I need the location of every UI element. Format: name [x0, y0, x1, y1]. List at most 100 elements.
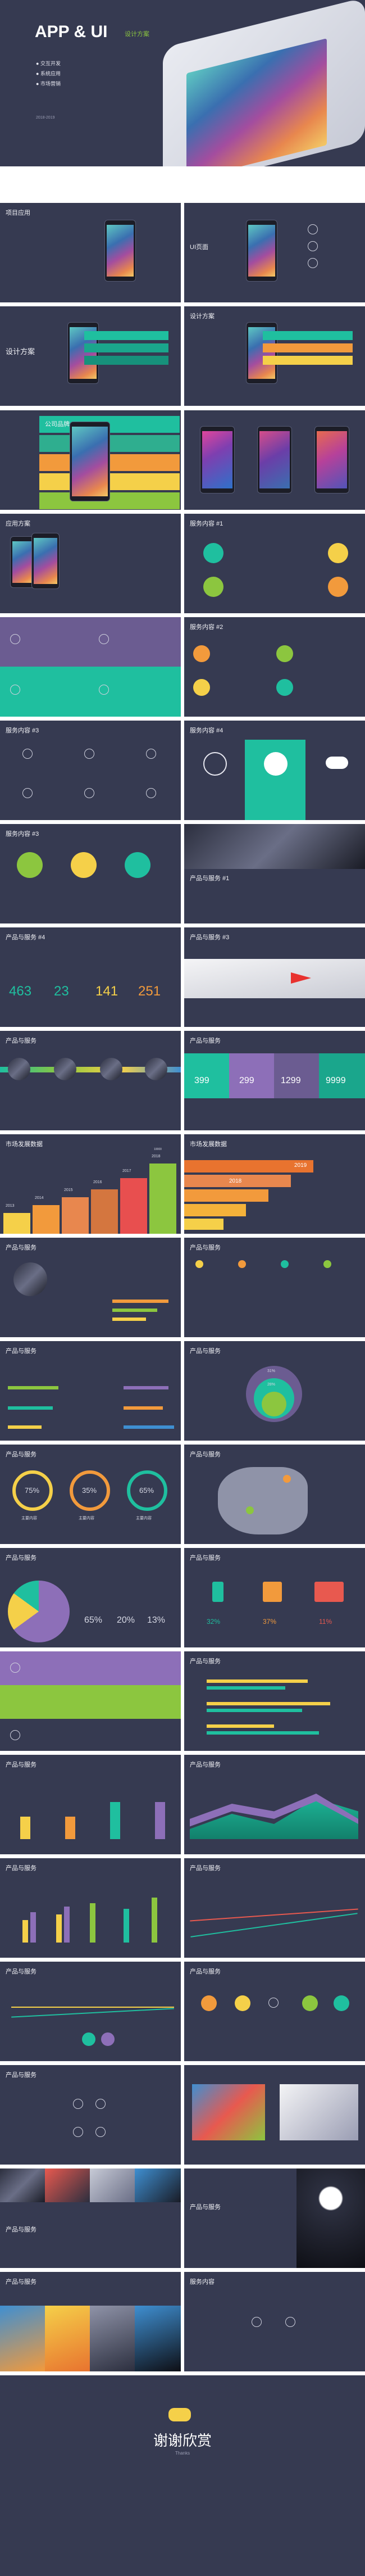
- shield-icon: [10, 634, 20, 644]
- slide-title: 服务内容 #1: [190, 520, 223, 527]
- slide-title: 产品与服务: [190, 1658, 221, 1665]
- column: [20, 1817, 30, 1839]
- slide-title: 产品与服务: [190, 2204, 221, 2211]
- slide-title: 产品与服务: [6, 1555, 36, 1561]
- map-shape: [218, 1467, 308, 1534]
- ring-caption: 主要内容: [136, 1516, 152, 1520]
- lifebuoy-icon: [95, 2099, 106, 2109]
- slide-product-icons-row: 产品与服务: [184, 1962, 365, 2061]
- stair-bar: [120, 1178, 147, 1234]
- slide-title: 公司品牌: [45, 421, 70, 428]
- slide-product-3: 产品与服务 #3: [184, 927, 365, 1027]
- slide-title: 应用方案: [6, 520, 30, 527]
- slide-title: 产品与服务: [6, 1762, 36, 1768]
- slide-product-pricing: 产品与服务 399 299 1299 9999: [184, 1031, 365, 1130]
- cover-title: APP & UI: [35, 22, 108, 41]
- legend-dot: [82, 2032, 95, 2046]
- fingerprint-icon: [95, 2127, 106, 2137]
- line-series: [190, 1913, 358, 1937]
- target-icon: [285, 2317, 295, 2327]
- stair-bar: [149, 1163, 176, 1234]
- slide-design-plan: 设计方案: [0, 306, 181, 406]
- gallery-photo: [90, 2168, 135, 2202]
- target-icon: [264, 752, 288, 776]
- slide-ui-page: UI页面: [184, 203, 365, 302]
- slide-phones-trio: [184, 410, 365, 510]
- price-card: [274, 1053, 319, 1098]
- slide-product-bands: [0, 1651, 181, 1751]
- slide-title: 服务内容 #2: [190, 624, 223, 631]
- slide-product-stacked: 产品与服务: [0, 1858, 181, 1958]
- ring-chart: [127, 1470, 167, 1511]
- gear-icon: [308, 224, 318, 234]
- cover-phone-screen: [186, 38, 327, 166]
- slide-product-photo-row: 产品与服务: [0, 2272, 181, 2371]
- avatar: [145, 1058, 167, 1080]
- puzzle-photo: [192, 2084, 265, 2140]
- year-label: 2018: [229, 1178, 242, 1184]
- purple-panel: [0, 1651, 181, 1685]
- slide-product-devices: 产品与服务 32% 37% 11%: [184, 1548, 365, 1647]
- line-series: [190, 1908, 358, 1922]
- gallery-photo: [135, 2168, 181, 2202]
- bubble: [262, 1392, 286, 1416]
- column: [22, 1920, 28, 1943]
- shield-icon: [73, 2099, 83, 2109]
- stair-bar: [184, 1160, 313, 1172]
- pie-chart: [8, 1581, 70, 1642]
- stair-bar: [184, 1175, 291, 1187]
- slide-title: 产品与服务: [190, 1762, 221, 1768]
- stat-number: 463: [9, 984, 32, 999]
- line-series: [11, 2008, 174, 2018]
- price-card: [184, 1053, 229, 1098]
- slide-product-bars: 产品与服务: [0, 1341, 181, 1441]
- slide-app-plan: 应用方案: [0, 514, 181, 613]
- price-label: 9999: [326, 1076, 346, 1085]
- slide-market-data-2: 市场发展数据 2018 2019: [184, 1134, 365, 1234]
- paper-plane-photo: [184, 959, 365, 998]
- color-band: [263, 356, 353, 365]
- cover-slide: APP & UI 设计方案 ● 交互开发 ● 系统应用 ● 市场营销 2018-…: [0, 0, 365, 166]
- fingerprint-icon: [10, 1730, 20, 1740]
- pie-value: 65%: [84, 1615, 103, 1625]
- price-card: [229, 1053, 274, 1098]
- ring-caption: 主要内容: [21, 1516, 37, 1520]
- progress-bar: [112, 1300, 168, 1303]
- slide-title: 产品与服务 #1: [190, 875, 230, 882]
- value-label: 10000: [154, 1148, 162, 1151]
- slide-product-lines: 产品与服务: [184, 1858, 365, 1958]
- slide-title: 产品与服务: [190, 1865, 221, 1872]
- hbar: [207, 1686, 285, 1690]
- slide-service-final: 服务内容: [184, 2272, 365, 2371]
- profile-photo: [13, 1262, 47, 1296]
- slide-title: 产品与服务: [6, 1968, 36, 1975]
- phone-mockup: [314, 426, 349, 494]
- progress-bar: [112, 1309, 157, 1312]
- legend-dot: [101, 2032, 115, 2046]
- stat-number: 141: [95, 984, 118, 999]
- slide-company-brand: 公司品牌: [0, 410, 181, 510]
- slide-title: 产品与服务: [190, 1555, 221, 1561]
- slide-title: 服务内容 #3: [6, 727, 39, 734]
- stair-bar: [33, 1205, 60, 1234]
- ring-value: 65%: [139, 1486, 154, 1495]
- color-band: [263, 331, 353, 340]
- ring-chart: [12, 1470, 53, 1511]
- dot: [195, 1260, 203, 1268]
- color-band: [263, 343, 353, 352]
- phone-mockup: [70, 422, 110, 501]
- slide-product-hbars: 产品与服务: [184, 1651, 365, 1751]
- slide-product-gallery: 产品与服务: [0, 2168, 181, 2268]
- column: [110, 1802, 120, 1839]
- service-circle: [201, 1995, 217, 2011]
- year-label: 2015: [64, 1188, 73, 1192]
- progress-bar: [124, 1406, 163, 1410]
- toggle-icon: [326, 757, 348, 769]
- map-pin: [283, 1475, 291, 1483]
- slide-product-profile: 产品与服务: [0, 1238, 181, 1337]
- phone-mockup: [257, 426, 292, 494]
- column: [64, 1907, 70, 1943]
- tablet-icon: [263, 1582, 282, 1602]
- cloud-icon: [268, 1998, 279, 2008]
